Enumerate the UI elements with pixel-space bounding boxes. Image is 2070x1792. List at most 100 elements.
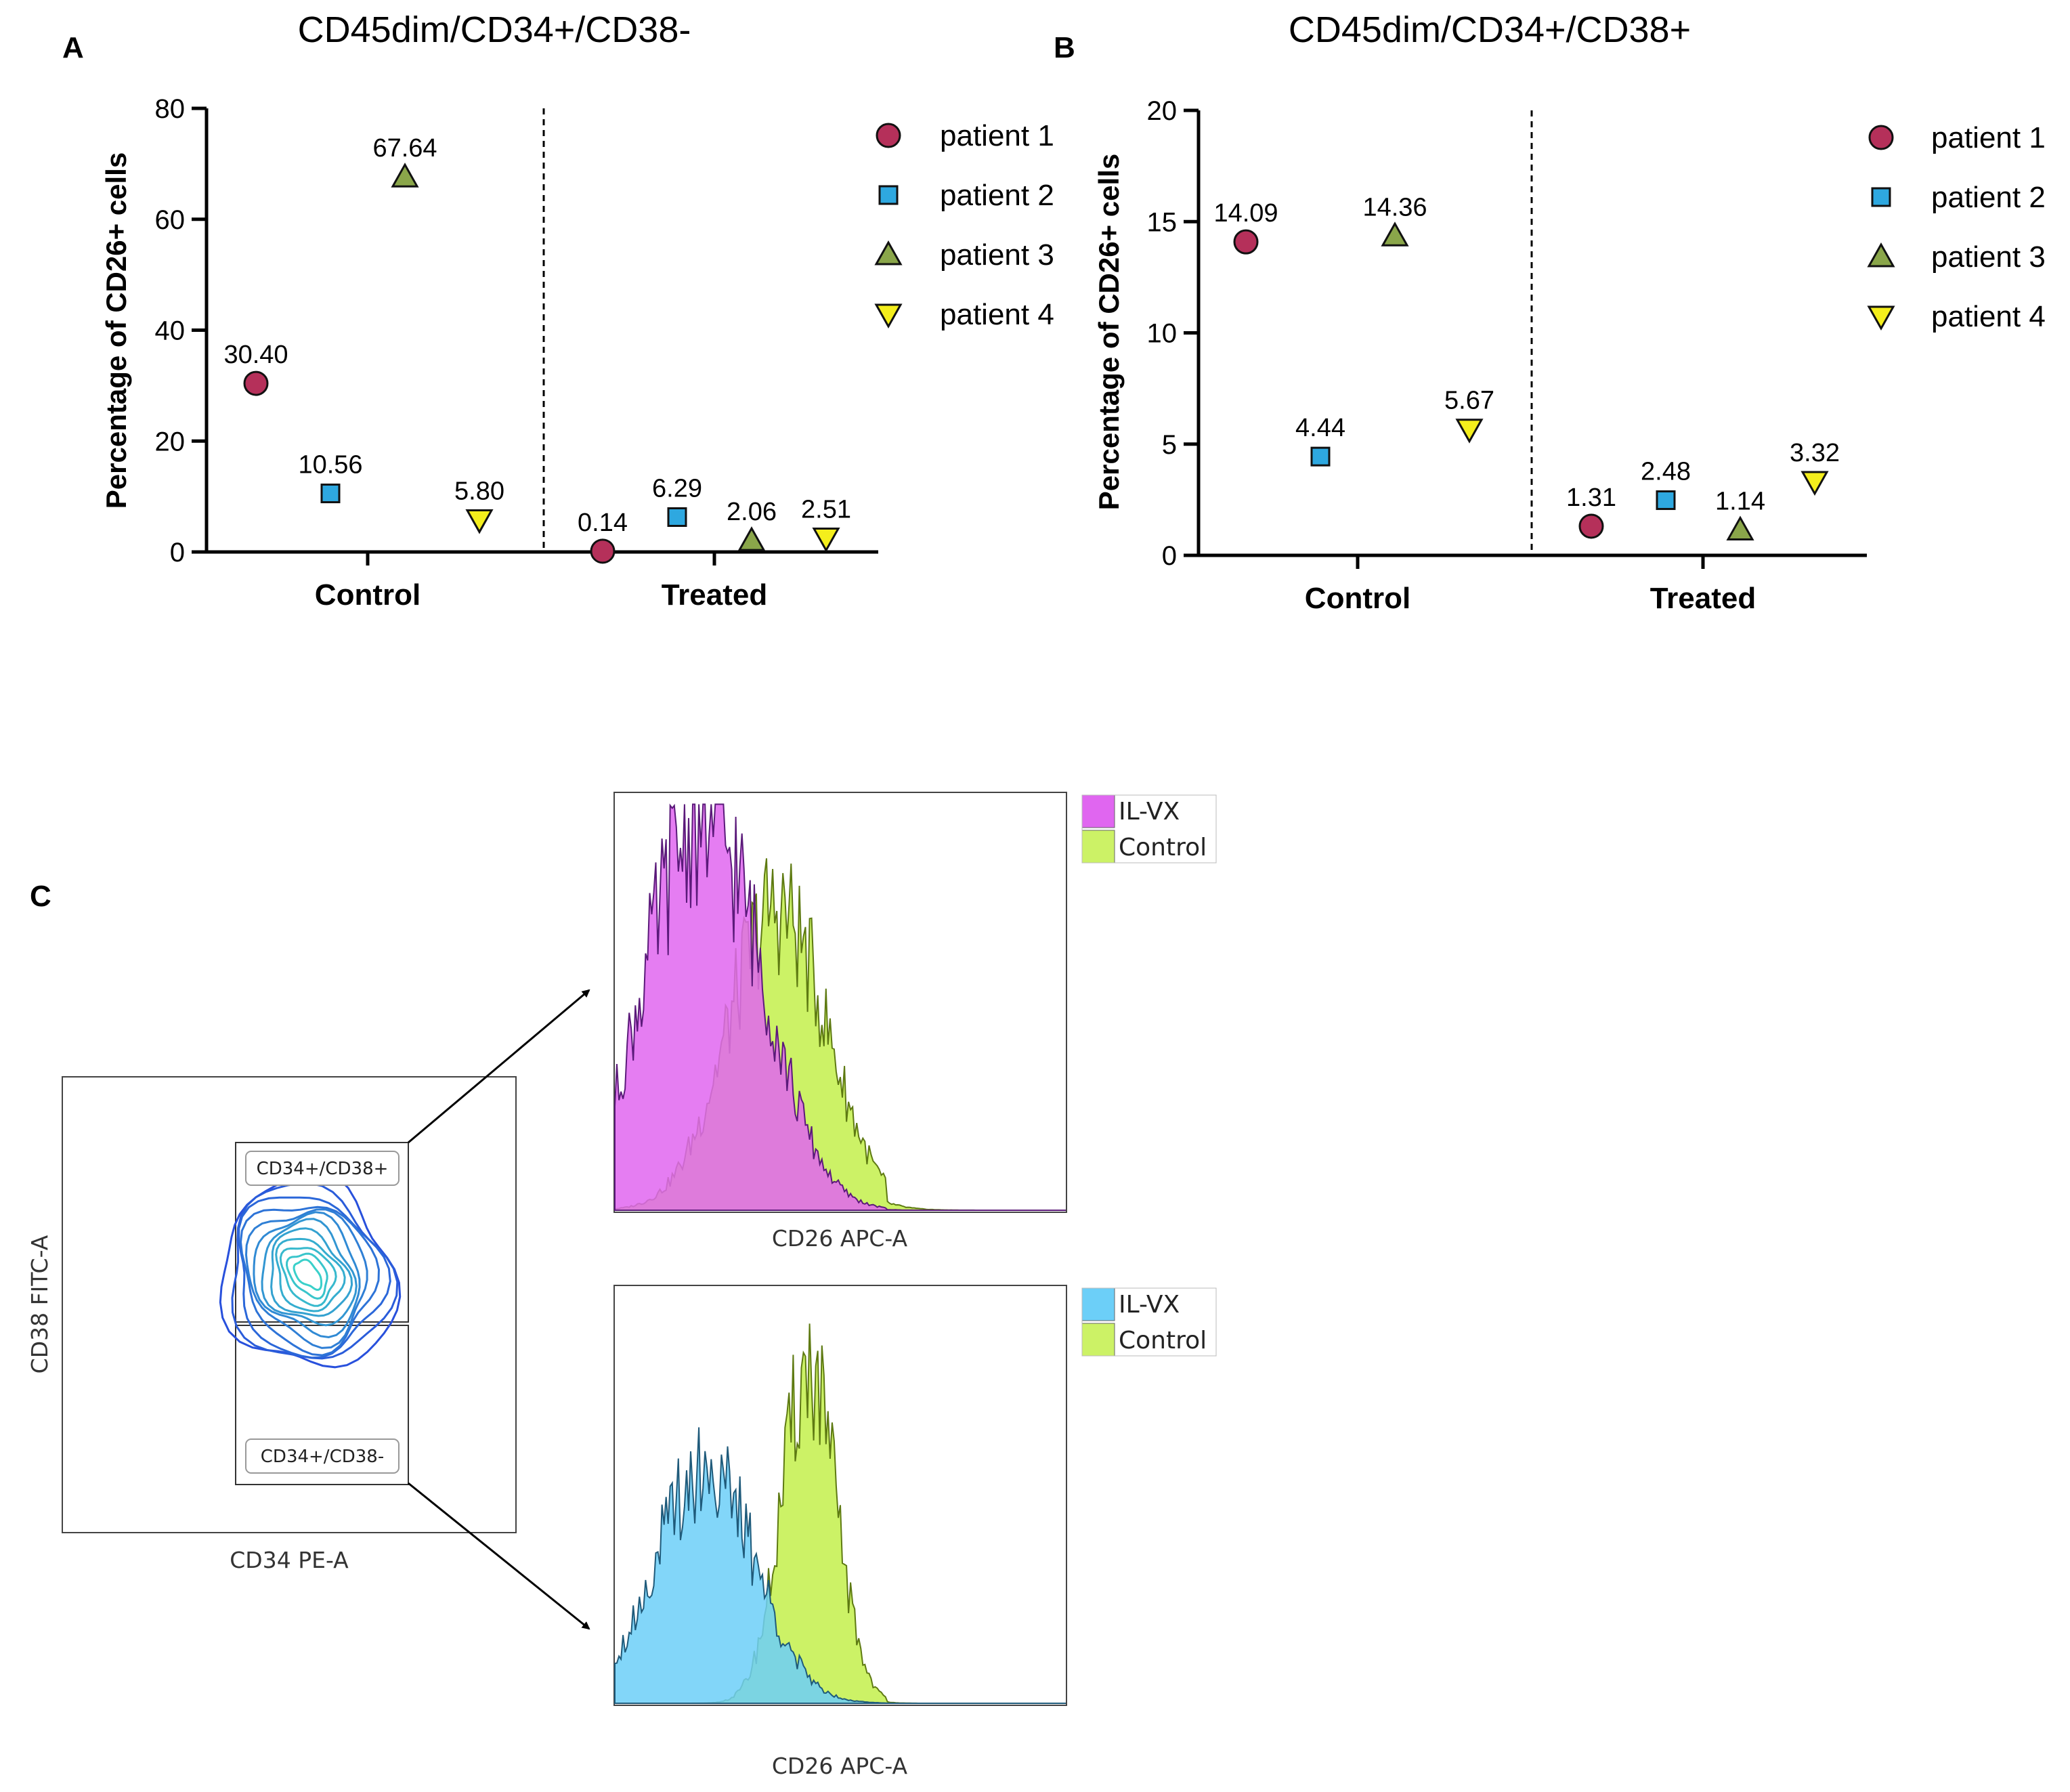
legend-swatch-il-vx xyxy=(1081,1287,1115,1321)
data-point-triangle-down xyxy=(812,527,840,553)
y-tick-label: 15 xyxy=(1147,207,1178,237)
data-point-triangle-up xyxy=(391,163,419,188)
legend-marker-circle xyxy=(876,123,901,148)
y-tick-label: 60 xyxy=(155,205,186,235)
data-label: 2.51 xyxy=(801,495,851,524)
data-label: 0.14 xyxy=(578,509,628,537)
data-point-square xyxy=(320,484,341,504)
dot-plot-frame xyxy=(62,1076,517,1533)
data-label: 1.14 xyxy=(1715,488,1765,516)
contour-density-plot xyxy=(219,1170,402,1369)
chart-a-y-axis-title: Percentage of CD26+ cells xyxy=(100,152,132,509)
contour-line xyxy=(285,1252,328,1300)
legend-swatch-control xyxy=(1081,830,1115,863)
contour-line xyxy=(219,1170,402,1369)
y-tick-label: 5 xyxy=(1162,430,1177,460)
chart-b-title: CD45dim/CD34+/CD38+ xyxy=(1289,9,1691,50)
data-label: 14.09 xyxy=(1213,199,1278,228)
contour-line xyxy=(279,1247,337,1307)
legend-label: patient 3 xyxy=(1931,240,2046,274)
legend-label: patient 1 xyxy=(940,119,1054,152)
data-point-circle xyxy=(590,538,616,564)
chart-a-title: CD45dim/CD34+/CD38- xyxy=(298,9,691,50)
gate-label-box-cd38-positive xyxy=(245,1151,400,1186)
panel-letter-b: B xyxy=(1054,31,1075,64)
chart-a: CD45dim/CD34+/CD38- Percentage of CD26+ … xyxy=(100,9,1054,612)
x-category-label: Control xyxy=(315,578,421,612)
contour-line xyxy=(253,1211,361,1339)
arrow-to-top-histogram xyxy=(408,989,590,1144)
data-label: 6.29 xyxy=(652,475,702,503)
contour-line xyxy=(270,1227,353,1317)
gate-label-box-cd38-negative xyxy=(245,1438,400,1474)
gate-cd38-positive xyxy=(235,1142,409,1323)
data-point-triangle-up xyxy=(737,526,766,551)
data-label: 2.48 xyxy=(1641,458,1691,486)
data-point-triangle-up xyxy=(1726,515,1754,541)
contour-line xyxy=(239,1206,381,1357)
y-tick-label: 40 xyxy=(155,316,186,346)
y-tick-label: 0 xyxy=(1162,541,1177,571)
data-point-triangle-down xyxy=(1455,419,1484,444)
histogram-bottom-x-axis-title: CD26 APC-A xyxy=(772,1753,908,1779)
legend-label: patient 2 xyxy=(940,179,1054,212)
legend-box xyxy=(1081,1287,1217,1357)
y-tick-label: 20 xyxy=(155,427,186,456)
contour-line xyxy=(231,1182,399,1360)
legend-marker-triangle-down xyxy=(1867,305,1895,331)
contour-line xyxy=(293,1258,323,1292)
histogram-top-frame xyxy=(613,792,1067,1213)
data-label: 1.31 xyxy=(1566,484,1616,512)
legend-label-il-vx: IL-VX xyxy=(1119,798,1180,826)
data-label: 10.56 xyxy=(298,451,362,479)
contour-line xyxy=(275,1237,346,1313)
chart-b: CD45dim/CD34+/CD38+ Percentage of CD26+ … xyxy=(1093,9,2046,615)
x-category-label: Control xyxy=(1305,582,1410,615)
panel-letter-a: A xyxy=(62,31,84,64)
data-point-square xyxy=(1656,490,1676,511)
cytometry-dot-plot: CD34 PE-A CD38 FITC-A CD34+/CD38+ CD34+/… xyxy=(26,989,590,1630)
data-point-triangle-up xyxy=(1381,221,1409,247)
panel-letter-c: C xyxy=(30,880,51,913)
data-label: 2.06 xyxy=(727,498,777,526)
histogram-curve-il-vx xyxy=(614,1427,1066,1704)
histogram-top-x-axis-title: CD26 APC-A xyxy=(772,1225,908,1252)
y-tick-label: 20 xyxy=(1147,96,1178,126)
data-point-circle xyxy=(243,370,269,396)
legend-label: patient 4 xyxy=(940,298,1054,331)
legend-label: patient 1 xyxy=(1931,121,2046,154)
legend-marker-square xyxy=(878,185,899,205)
data-label: 5.67 xyxy=(1444,387,1494,415)
contour-line xyxy=(261,1218,358,1327)
legend-marker-triangle-up xyxy=(874,240,903,265)
data-label: 14.36 xyxy=(1362,193,1427,221)
legend-box xyxy=(1081,794,1217,863)
histogram-top-legend: IL-VX Control xyxy=(1081,794,1217,863)
histogram-bottom-legend: IL-VX Control xyxy=(1081,1287,1217,1357)
legend-label: patient 3 xyxy=(940,238,1054,272)
data-point-triangle-down xyxy=(1801,471,1829,496)
histogram-bottom-frame xyxy=(613,1285,1067,1706)
data-label: 67.64 xyxy=(372,134,437,163)
data-point-triangle-down xyxy=(465,509,494,534)
data-point-square xyxy=(667,507,687,528)
legend-label-il-vx: IL-VX xyxy=(1119,1291,1180,1319)
data-label: 4.44 xyxy=(1295,414,1345,442)
histogram-curve-il-vx xyxy=(614,803,1066,1211)
legend-marker-circle xyxy=(1868,125,1894,150)
x-category-label: Treated xyxy=(662,578,768,612)
legend-label: patient 4 xyxy=(1931,300,2046,333)
dot-plot-x-axis-title: CD34 PE-A xyxy=(230,1547,349,1573)
contour-line xyxy=(238,1196,391,1359)
y-tick-label: 10 xyxy=(1147,319,1178,349)
gate-label-cd38-positive: CD34+/CD38+ xyxy=(257,1159,389,1179)
legend-label-control: Control xyxy=(1119,834,1207,861)
gate-label-cd38-negative: CD34+/CD38- xyxy=(261,1447,384,1467)
histogram-bottom: CD26 APC-A IL-VX Control xyxy=(613,1285,1217,1779)
data-label: 3.32 xyxy=(1790,439,1840,467)
legend-marker-triangle-up xyxy=(1867,242,1895,268)
data-point-square xyxy=(1310,446,1331,467)
histogram-top: CD26 APC-A IL-VX Control xyxy=(613,792,1217,1252)
data-label: 30.40 xyxy=(223,341,288,369)
legend-swatch-il-vx xyxy=(1081,794,1115,828)
